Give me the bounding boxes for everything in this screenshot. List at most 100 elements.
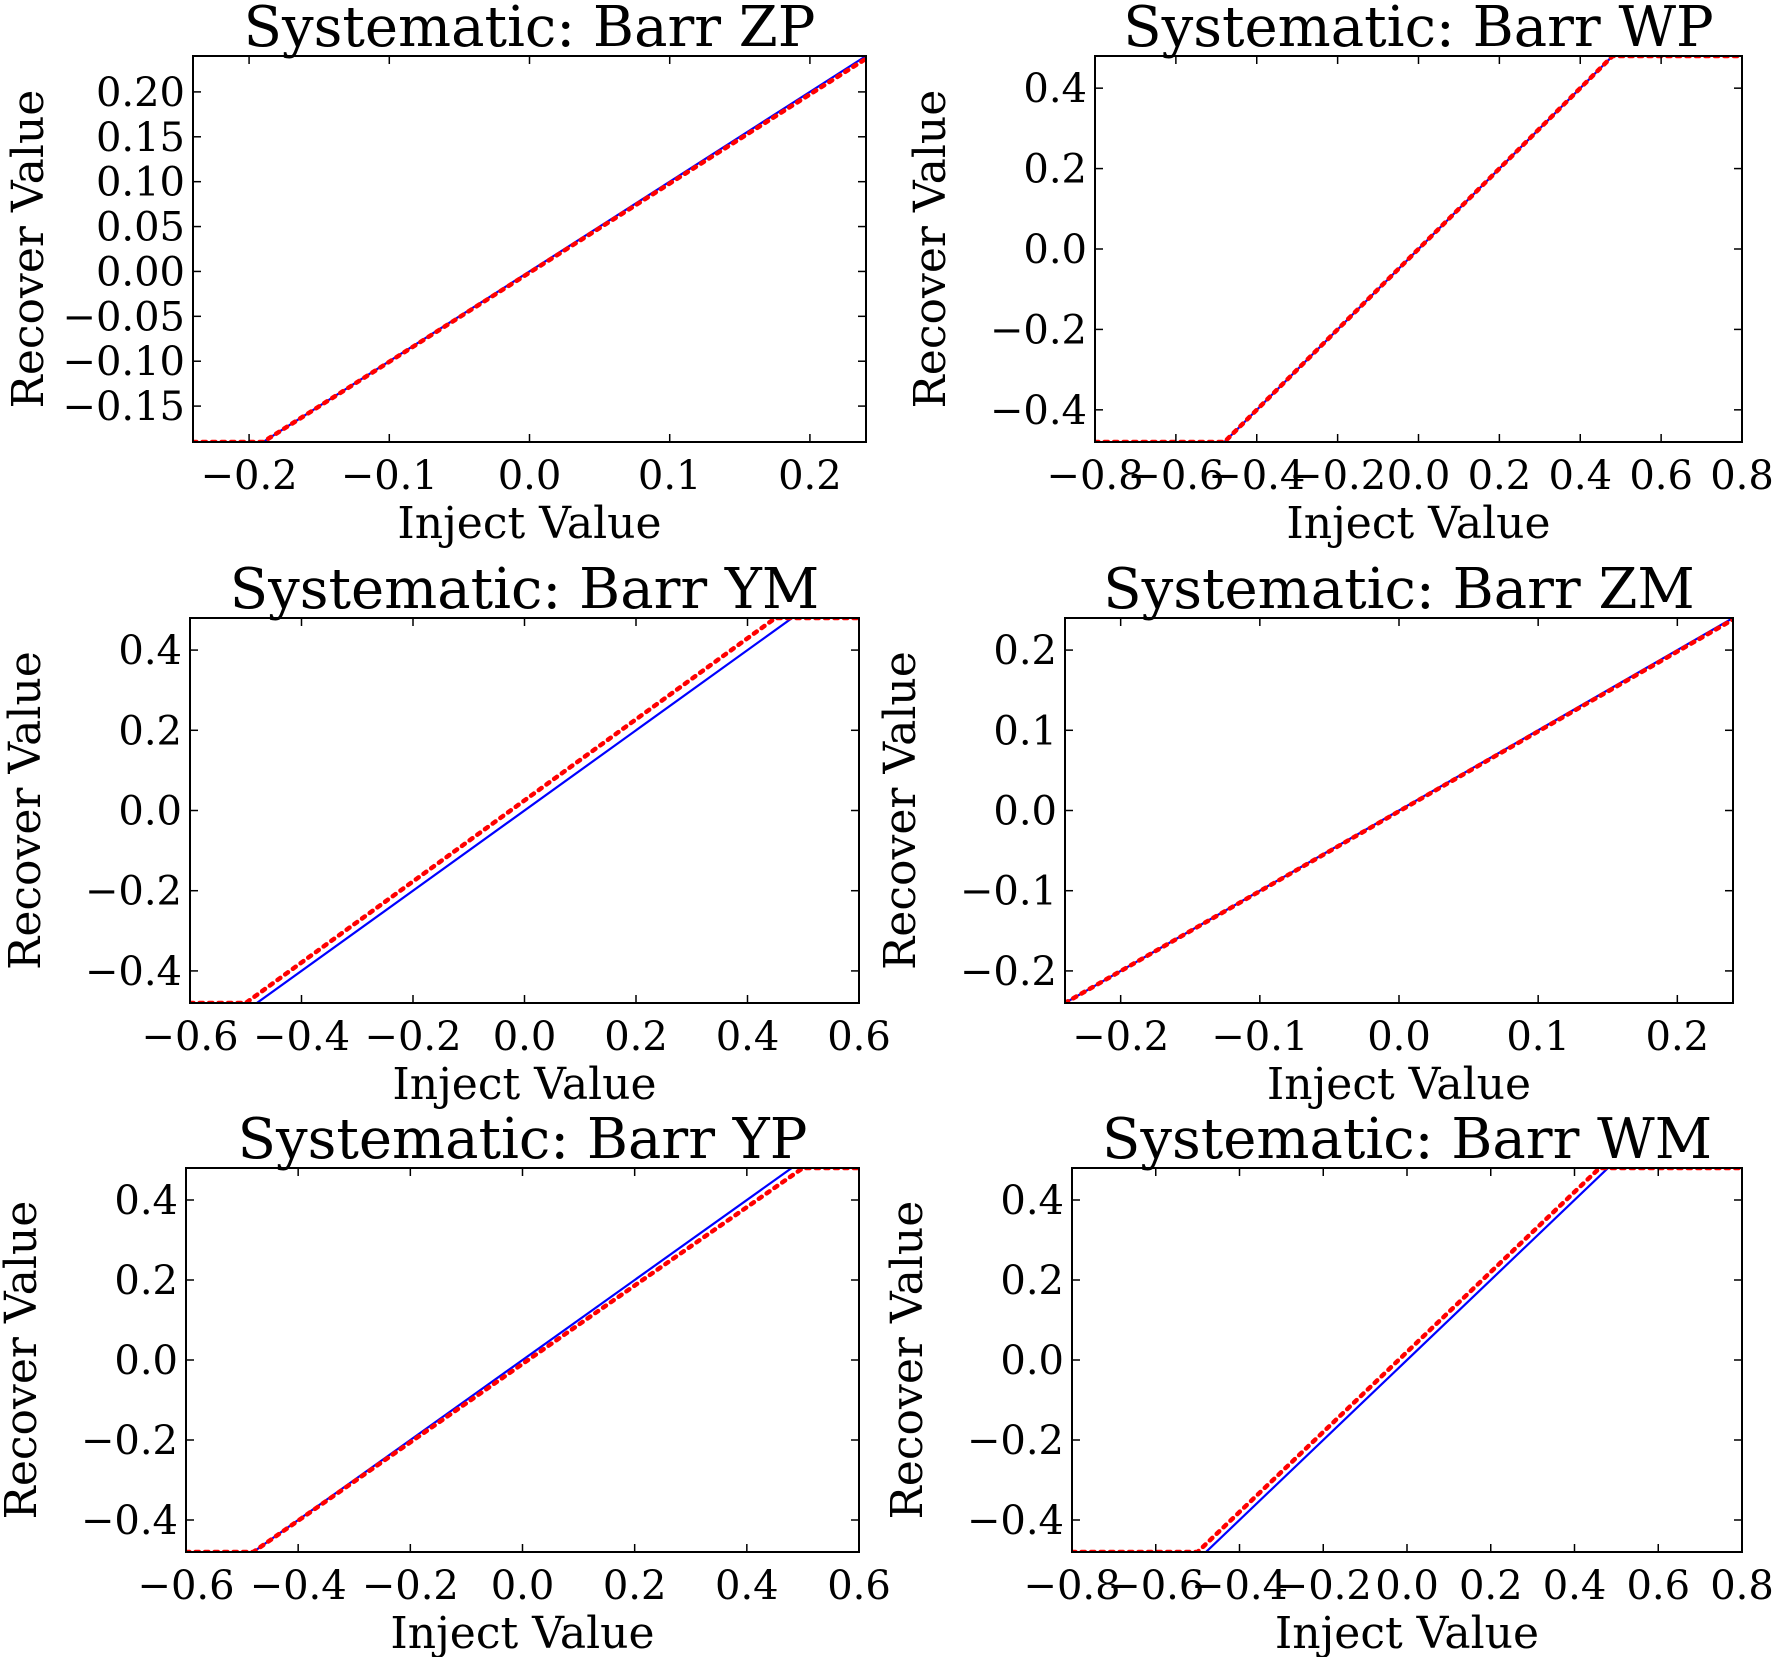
y-tick-label: 0.0 [993,789,1057,835]
y-axis-label: Recover Value [0,651,51,970]
x-tick-label: −0.6 [1127,453,1224,499]
y-axis-label: Recover Value [882,1201,933,1520]
x-tick-label: −0.1 [1211,1014,1308,1060]
y-tick-label: −0.1 [960,869,1057,915]
y-tick-label: −0.2 [81,1418,178,1464]
x-tick-label: −0.6 [137,1563,234,1609]
x-tick-label: 0.4 [1548,453,1612,499]
x-tick-label: 0.6 [1626,1563,1690,1609]
x-tick-label: 0.2 [1468,453,1532,499]
x-tick-label: −0.8 [1023,1563,1120,1609]
x-tick-label: 0.4 [716,1014,780,1060]
recovered-line [1065,618,1733,1003]
x-tick-label: −0.2 [1072,1014,1169,1060]
y-tick-label: −0.4 [990,388,1087,434]
x-tick-label: −0.2 [1275,1563,1372,1609]
y-axis-label: Recover Value [0,1201,47,1520]
subplot-1: Systematic: Barr ZP −0.2 −0.1 0.0 0.1 0.2 −0.1… [3,0,867,549]
x-axis-label: Inject Value [390,1608,654,1657]
y-tick-label: −0.4 [967,1498,1064,1544]
subplot-title: Systematic: Barr YM [230,557,820,622]
y-tick-label: 0.0 [114,1338,178,1384]
y-tick-label: 0.15 [96,115,185,161]
x-tick-label: −0.8 [1046,453,1143,499]
y-tick-label: 0.4 [1000,1178,1064,1224]
x-tick-label: 0.0 [498,453,562,499]
x-tick-label: 0.2 [1646,1014,1710,1060]
x-tick-label: 0.2 [603,1563,667,1609]
axes-frame [192,55,867,443]
y-tick-label: −0.15 [62,384,185,430]
x-tick-label: 0.6 [827,1014,891,1060]
x-axis-label: Inject Value [1267,1059,1531,1110]
x-tick-label: −0.6 [1107,1563,1204,1609]
x-tick-label: 0.0 [491,1563,555,1609]
y-tick-label: 0.2 [118,708,182,754]
y-tick-label: −0.2 [990,307,1087,353]
x-axis-label: Inject Value [397,498,661,549]
subplot-title: Systematic: Barr ZP [244,0,816,60]
x-tick-label: −0.4 [250,1563,347,1609]
recovered-line [190,618,859,1003]
subplot-2: Systematic: Barr WP−0.8−0.6−0.4−0.2 0.0 0.… [905,0,1774,549]
y-tick-label: 0.10 [96,160,185,206]
subplot-title: Systematic: Barr WP [1123,0,1713,60]
identity-line [1204,1168,1610,1552]
subplot-5: Systematic: Barr YP −0.6 −0.4 −0.2 0.0 0.2 0.4… [0,1107,891,1657]
x-tick-label: −0.2 [362,1563,459,1609]
y-axis-label: Recover Value [875,651,926,970]
y-tick-label: 0.00 [96,249,185,295]
x-tick-label: 0.2 [778,453,842,499]
recovered-line [1072,1168,1742,1552]
y-tick-label: −0.4 [81,1498,178,1544]
y-tick-label: 0.4 [1023,66,1087,112]
y-tick-label: 0.0 [1023,227,1087,273]
x-tick-label: −0.4 [1191,1563,1288,1609]
x-tick-label: 0.6 [1629,453,1693,499]
y-tick-label: −0.2 [85,869,182,915]
x-tick-label: 0.0 [1367,1014,1431,1060]
x-tick-label: −0.2 [201,453,298,499]
recovered-line [193,56,866,442]
x-axis-label: Inject Value [1286,498,1550,549]
x-tick-label: 0.8 [1710,1563,1774,1609]
x-tick-label: −0.2 [1289,453,1386,499]
x-tick-label: −0.6 [141,1014,238,1060]
x-axis-label: Inject Value [392,1059,656,1110]
x-tick-label: −0.4 [1208,453,1305,499]
x-tick-label: 0.1 [638,453,702,499]
y-tick-label: 0.2 [993,628,1057,674]
x-axis-label: Inject Value [1275,1608,1539,1657]
y-tick-label: −0.10 [62,339,185,385]
y-tick-label: 0.1 [993,708,1057,754]
y-tick-label: 0.20 [96,70,185,116]
x-tick-label: −0.2 [364,1014,461,1060]
x-tick-label: 0.2 [1459,1563,1523,1609]
y-axis-label: Recover Value [905,90,956,409]
y-tick-label: −0.4 [85,949,182,995]
x-tick-label: −0.1 [341,453,438,499]
x-tick-label: 0.6 [827,1563,891,1609]
identity-line [254,618,795,1003]
x-tick-label: 0.0 [1375,1563,1439,1609]
y-tick-label: −0.05 [62,294,185,340]
x-tick-label: 0.8 [1710,453,1774,499]
subplot-4: Systematic: Barr ZM −0.2 −0.1 0.0 0.1 0.2 −0.2… [875,557,1734,1110]
subplot-title: Systematic: Barr WM [1102,1107,1712,1172]
x-tick-label: 0.1 [1506,1014,1570,1060]
recovered-line [186,1168,859,1552]
y-tick-label: 0.2 [1000,1258,1064,1304]
x-tick-label: 0.0 [1387,453,1451,499]
y-tick-label: 0.2 [114,1258,178,1304]
subplot-3: Systematic: Barr YM −0.6 −0.4 −0.2 0.0 0.2 0.4… [0,557,891,1110]
y-axis-label: Recover Value [3,90,54,409]
y-tick-label: 0.0 [118,789,182,835]
x-tick-label: 0.4 [715,1563,779,1609]
x-tick-label: 0.4 [1543,1563,1607,1609]
recovered-line [1095,56,1742,442]
x-tick-label: −0.4 [253,1014,350,1060]
y-tick-label: 0.05 [96,205,185,251]
subplot-title: Systematic: Barr ZM [1103,557,1694,622]
x-tick-label: 0.2 [604,1014,668,1060]
y-tick-label: −0.2 [960,949,1057,995]
